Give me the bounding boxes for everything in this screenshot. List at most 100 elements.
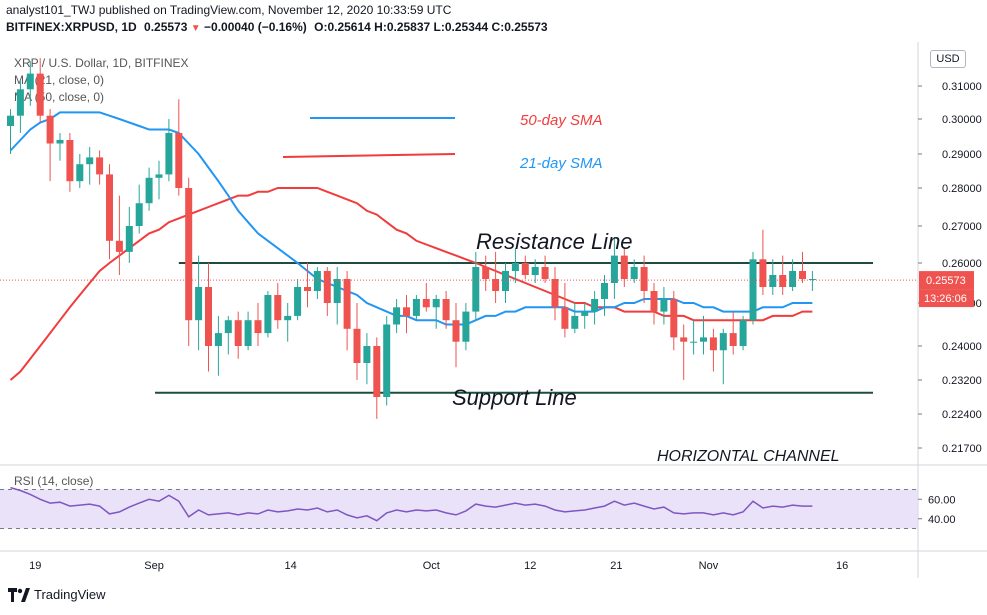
candle-body — [125, 226, 133, 252]
ohlc-values: O:0.25614 H:0.25837 L:0.25344 C:0.25573 — [314, 20, 548, 34]
candle-body — [561, 307, 569, 329]
candle-body — [214, 333, 222, 346]
legend-50-label: 50-day SMA — [520, 112, 603, 129]
tradingview-footer[interactable]: TradingView — [8, 587, 106, 602]
candle-body — [660, 299, 668, 312]
candle-body — [601, 283, 608, 299]
candle-body — [254, 320, 262, 334]
candle-body — [155, 174, 163, 178]
x-tick-label: 21 — [610, 560, 622, 572]
candle-body — [472, 267, 480, 312]
candle-body — [16, 89, 24, 116]
down-arrow-icon: ▼ — [190, 23, 201, 34]
countdown-tag — [919, 289, 974, 308]
rsi-band — [0, 489, 918, 529]
candle-body — [709, 337, 717, 351]
candle-body — [294, 287, 302, 316]
candle-body — [452, 320, 460, 342]
candle-body — [96, 157, 104, 175]
ohlc-line: BITFINEX:XRPUSD, 1D 0.25573 ▼ −0.00040 (… — [6, 20, 548, 34]
legend-21-label: 21-day SMA — [519, 155, 603, 172]
y-tick-label: 0.21700 — [942, 443, 982, 455]
x-tick-label: 12 — [524, 560, 536, 572]
candle-body — [115, 240, 123, 252]
y-tick-label: 0.31000 — [942, 81, 982, 93]
candle-body — [274, 295, 282, 321]
candle-body — [531, 267, 539, 275]
x-tick-label: 16 — [836, 560, 848, 572]
rsi-line — [10, 486, 813, 522]
candle-body — [620, 255, 628, 279]
candle-body — [808, 279, 816, 280]
candle-body — [36, 73, 44, 116]
candle-body — [383, 324, 391, 397]
candle-body — [56, 140, 64, 144]
candle-body — [313, 271, 321, 291]
rsi-tick-label: 40.00 — [928, 514, 956, 526]
candle-body — [700, 337, 707, 342]
candle-body — [393, 307, 401, 325]
candle-body — [284, 315, 292, 321]
candle-body — [205, 287, 212, 346]
y-tick-label: 0.27000 — [942, 221, 982, 233]
candle-body — [442, 299, 450, 321]
candle-body — [719, 333, 727, 351]
candle-body — [46, 115, 54, 144]
candle-body — [729, 333, 737, 346]
candle-body — [749, 259, 757, 321]
candle-body — [403, 307, 410, 316]
candle-body — [541, 267, 549, 279]
tradingview-brand: TradingView — [34, 587, 106, 602]
candle-body — [175, 133, 183, 188]
y-tick-label: 0.29000 — [942, 149, 982, 161]
last-price-tag — [919, 271, 974, 290]
candle-body — [610, 255, 618, 283]
x-tick-label: Sep — [144, 560, 164, 572]
y-tick-label: 0.24000 — [942, 341, 982, 353]
x-tick-label: 14 — [285, 560, 297, 572]
candle-body — [135, 203, 143, 226]
y-tick-label: 0.23200 — [942, 375, 982, 387]
candle-body — [422, 299, 430, 308]
candle-body — [224, 320, 232, 334]
candle-body — [145, 177, 153, 204]
candle-body — [779, 275, 787, 287]
candle-body — [640, 267, 648, 291]
candle-body — [511, 263, 519, 271]
candle-body — [462, 311, 470, 342]
legend-ma21: MA (21, close, 0) — [14, 73, 105, 87]
y-tick-label: 0.22400 — [942, 409, 982, 421]
candle-body — [26, 73, 34, 90]
countdown-label: 13:26:06 — [924, 293, 967, 305]
currency-label[interactable]: USD — [930, 50, 966, 68]
candle-body — [165, 133, 173, 175]
publish-info: analyst101_TWJ published on TradingView.… — [6, 3, 452, 17]
x-tick-label: Nov — [699, 560, 719, 572]
candle-body — [482, 267, 490, 279]
candle-body — [739, 320, 747, 346]
resistance-label: Resistance Line — [476, 229, 633, 254]
ma50-line — [9, 187, 813, 381]
candle-body — [591, 299, 599, 312]
candle-body — [759, 259, 767, 287]
candle-body — [304, 287, 311, 291]
legend-50-line — [282, 153, 456, 158]
candle-body — [86, 157, 94, 165]
last-price-label: 0.25573 — [926, 275, 966, 287]
x-tick-label: Oct — [423, 560, 440, 572]
last-price: 0.25573 — [144, 20, 188, 34]
candle-body — [799, 271, 806, 279]
candle-body — [581, 311, 589, 316]
candle-body — [680, 337, 688, 342]
candle-body — [195, 287, 203, 321]
candle-body — [264, 295, 272, 334]
candle-body — [551, 279, 559, 308]
candle-body — [373, 346, 381, 397]
candle-body — [7, 115, 14, 126]
symbol-label: BITFINEX:XRPUSD, 1D — [6, 20, 137, 34]
rsi-tick-label: 60.00 — [928, 494, 956, 506]
candle-body — [502, 271, 509, 291]
candle-body — [789, 271, 797, 287]
candle-body — [244, 320, 252, 346]
